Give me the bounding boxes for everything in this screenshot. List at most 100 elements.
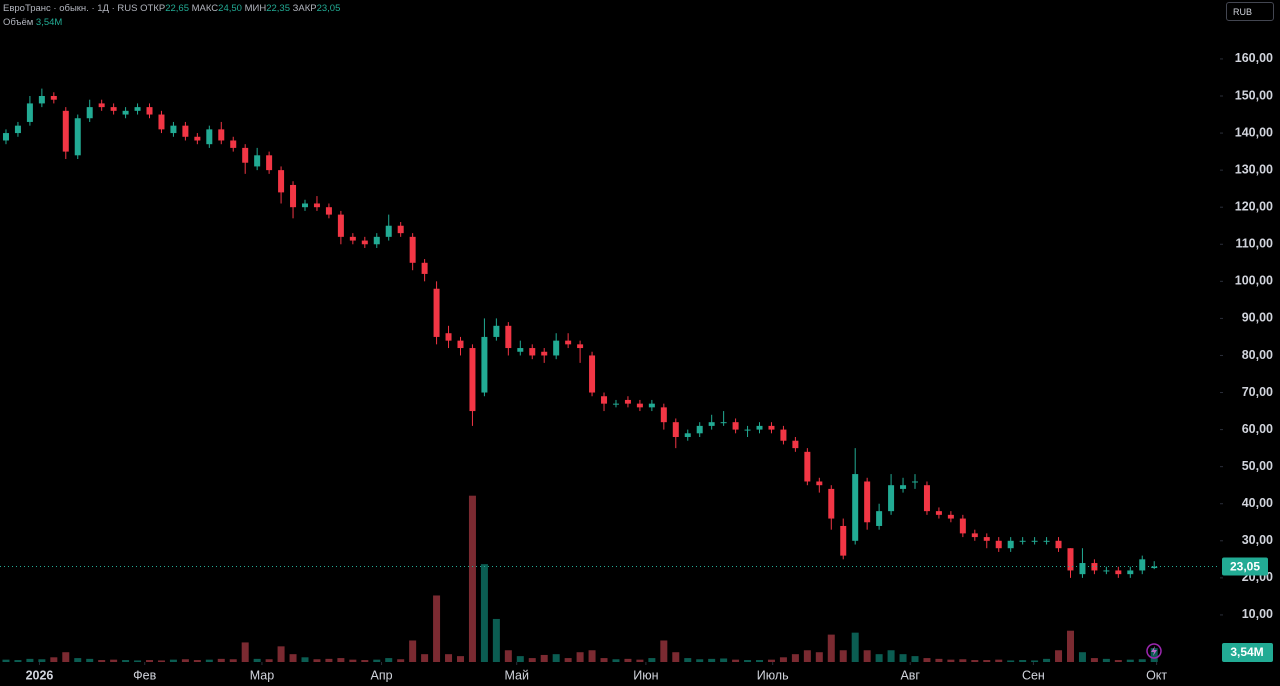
label: Объём xyxy=(3,17,34,28)
candle-body xyxy=(840,525,847,556)
candle-body xyxy=(1019,540,1026,542)
candle-body xyxy=(50,96,57,100)
candle-body xyxy=(254,155,261,167)
candle-body xyxy=(38,96,45,104)
value: 3,54M xyxy=(35,17,63,28)
volume-badge-label: 3,54M xyxy=(1230,645,1263,659)
volume-bar xyxy=(660,640,668,662)
y-tick-label: 10,00 xyxy=(1242,607,1273,621)
volume-bar xyxy=(229,659,237,662)
volume-bar xyxy=(564,658,572,662)
candle-body xyxy=(170,125,177,134)
volume-bar xyxy=(241,642,249,662)
candle-body xyxy=(900,485,907,489)
candle-body xyxy=(14,125,21,134)
candle-body xyxy=(505,325,512,349)
volume-legend: Объём 3,54M xyxy=(3,17,62,28)
candle-body xyxy=(1031,540,1038,542)
x-tick-label: Сен xyxy=(1022,668,1045,682)
candle-body xyxy=(409,236,416,263)
volume-bar xyxy=(959,659,967,662)
volume-bar xyxy=(732,659,740,662)
candle-body xyxy=(923,485,930,512)
candle-body xyxy=(385,225,392,237)
x-tick-label: Авг xyxy=(900,668,920,682)
y-tick-label: 150,00 xyxy=(1235,88,1273,102)
candle-body xyxy=(194,136,201,141)
volume-bar xyxy=(588,650,596,662)
volume-bar xyxy=(648,658,656,662)
volume-bar xyxy=(540,654,548,662)
x-tick-label: Окт xyxy=(1146,668,1167,682)
volume-bar xyxy=(26,658,34,662)
volume-bar xyxy=(923,658,931,662)
volume-bar xyxy=(301,657,309,662)
volume-bar xyxy=(875,654,883,662)
volume-bar xyxy=(672,652,680,662)
volume-bar xyxy=(277,646,285,662)
volume-bar xyxy=(708,658,716,662)
volume-bar xyxy=(1102,658,1110,662)
candle-body xyxy=(708,422,715,426)
currency-button[interactable]: RUB xyxy=(1226,2,1274,21)
volume-bar xyxy=(696,659,704,662)
volume-bar xyxy=(1007,660,1015,662)
volume-bar xyxy=(1066,630,1074,662)
candle-body xyxy=(290,184,297,208)
instrument: ЕвроТранс · обыкн. · 1Д · RUS xyxy=(3,3,138,14)
candle-body xyxy=(852,474,859,541)
y-tick-label: 40,00 xyxy=(1242,496,1273,510)
candle-body xyxy=(302,203,308,208)
candle-body xyxy=(421,262,428,274)
x-tick-label: Апр xyxy=(371,668,393,682)
event-icon-bolt xyxy=(1151,646,1157,656)
candle-body xyxy=(947,514,954,519)
volume-bar xyxy=(756,660,764,662)
volume-bar xyxy=(887,650,895,662)
candle-body xyxy=(122,110,129,115)
x-tick-label: Июн xyxy=(633,668,658,682)
volume-bar xyxy=(899,654,907,662)
label: ОТКР xyxy=(140,3,166,14)
volume-bar xyxy=(911,656,919,662)
candle-body xyxy=(26,103,33,122)
volume-bar xyxy=(851,632,859,662)
value: 23,05 xyxy=(316,3,341,14)
volume-bar xyxy=(385,658,393,662)
volume-bar xyxy=(337,658,345,662)
volume-bar xyxy=(38,659,46,662)
x-tick-label: Фев xyxy=(133,668,156,682)
volume-bar xyxy=(744,660,752,662)
volume-bar xyxy=(86,658,94,662)
candle-body xyxy=(971,533,978,538)
volume-bar xyxy=(2,659,10,662)
volume-bar xyxy=(576,652,584,662)
candle-body xyxy=(553,340,560,356)
candle-body xyxy=(577,344,584,349)
legend-line: ЕвроТранс · обыкн. · 1Д · RUS ОТКР22,65 … xyxy=(3,3,340,14)
y-tick-label: 130,00 xyxy=(1235,162,1273,176)
volume-bar xyxy=(193,660,201,662)
label: МИН xyxy=(244,3,267,14)
candle-body xyxy=(804,451,811,482)
volume-bar xyxy=(1078,652,1086,662)
candle-body xyxy=(601,396,608,404)
candle-body xyxy=(995,540,1002,549)
candle-body xyxy=(768,425,775,430)
candle-body xyxy=(1091,563,1098,571)
candle-body xyxy=(98,103,105,108)
candle-body xyxy=(684,433,691,438)
volume-badge xyxy=(1222,643,1273,662)
volume-bar xyxy=(289,654,297,662)
label: МАКС xyxy=(191,3,219,14)
candle-body xyxy=(756,425,763,430)
volume-bar xyxy=(253,658,261,662)
volume-bar xyxy=(146,660,154,662)
candle-body xyxy=(146,107,153,115)
volume-bar xyxy=(361,660,369,662)
candle-body xyxy=(278,170,285,193)
candle-body xyxy=(828,488,835,519)
candle-body xyxy=(337,214,344,237)
volume-bar xyxy=(624,658,632,662)
